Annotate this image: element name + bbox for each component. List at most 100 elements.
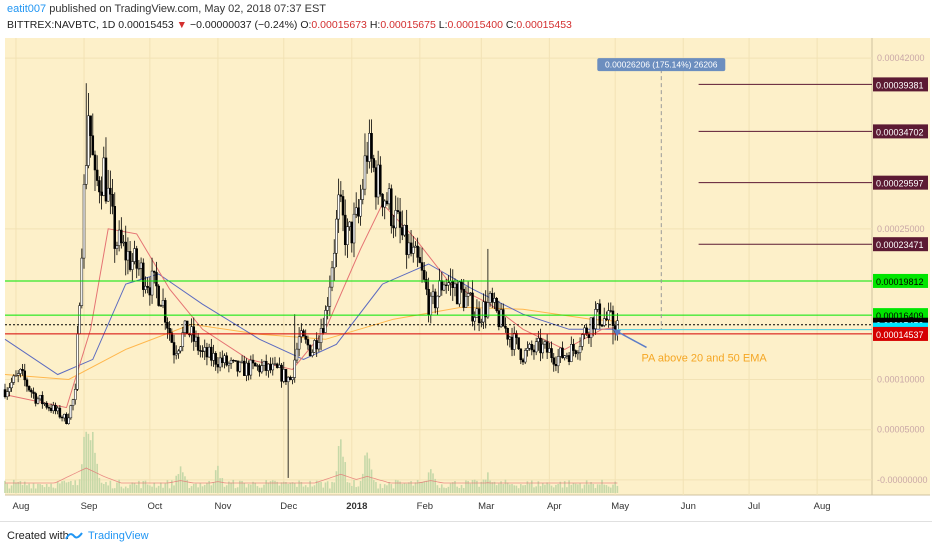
candle-body [177,350,180,354]
volume-bar [258,487,261,493]
volume-bar [8,488,11,493]
candle-body [19,369,22,374]
candle-body [545,341,549,353]
volume-bar [234,488,237,493]
candle-body [289,376,292,381]
volume-bar [386,485,388,493]
volume-bar [381,488,384,493]
candle-body [275,363,279,368]
candle-body [240,360,244,363]
candle-body [401,227,404,236]
volume-bar [67,481,70,493]
volume-bar [432,473,434,493]
annotation-text: PA above 20 and 50 EMA [642,352,768,364]
volume-bar [291,482,294,493]
candle-body [570,344,573,362]
candle-body [534,341,538,353]
y-tick-label: 0.00042000 [877,53,925,63]
created-with-text: Created with [7,530,69,542]
candle-body [249,359,253,376]
candle-body [477,308,481,324]
volume-bar [300,481,303,493]
volume-bar [135,484,138,493]
volume-bar [28,483,30,493]
candle-body [258,365,261,373]
volume-bar [515,485,518,493]
volume-bar [394,479,397,493]
candle-body [56,407,59,412]
volume-bar [561,487,564,493]
candle-body [52,404,55,411]
candle-body [23,370,27,381]
candle-body [124,241,127,261]
tradingview-brand-link[interactable]: TradingView [88,530,149,542]
volume-bar [482,479,485,493]
low-label: L: [438,19,448,31]
candle-body [589,317,593,338]
candle-body [126,251,130,261]
volume-bar [414,482,417,493]
y-tick-label: -0.00000000 [877,475,928,485]
volume-bar [247,483,250,493]
candle-body [139,262,143,269]
symbol-label[interactable]: BITTREX:NAVBTC, 1D [7,19,116,31]
volume-bar [425,480,428,493]
volume-bar [263,484,265,493]
volume-bar [489,480,491,493]
candle-body [379,164,382,195]
volume-bar [451,482,454,493]
measure-label-box [597,58,726,72]
volume-bar [81,464,83,493]
volume-bar [533,487,535,493]
candle-body [12,375,16,383]
candle-body [218,357,222,368]
volume-bar [223,486,226,493]
tradingview-logo-icon [65,532,83,540]
candle-body [264,360,268,371]
candle-body [63,413,66,419]
candle-body [317,342,321,350]
candle-body [315,340,318,350]
author-link[interactable]: eatit007 [7,3,47,15]
volume-bar [612,484,614,493]
candle-body [488,292,492,303]
volume-bar [206,482,208,493]
x-tick-label: Feb [417,501,433,512]
candle-body [611,310,615,326]
candle-body [27,386,31,391]
candle-body [14,375,18,377]
volume-bar [555,484,557,493]
candle-body [354,207,358,215]
candle-body [422,270,426,280]
candle-body [350,221,354,244]
candle-body [600,325,604,327]
volume-bar [537,481,540,493]
volume-bar [186,479,188,493]
candle-body [163,300,167,323]
volume-bar [557,484,559,493]
volume-bar [142,480,145,493]
candle-body [541,343,545,354]
candle-body [556,356,560,367]
candle-body [339,194,343,197]
candle-body [526,347,529,351]
volume-bar [74,480,77,493]
volume-bar [157,485,160,493]
candle-body [221,357,224,363]
volume-bar [102,483,105,493]
target-price-label: 0.00034702 [876,127,924,137]
x-tick-label: Aug [13,501,30,512]
candle-body [273,363,277,365]
volume-bar [190,486,193,493]
price-chart[interactable]: 0.000198120.000164090.000154530.00014965… [0,36,932,521]
volume-bar [307,487,309,493]
candle-body [578,346,582,353]
volume-bar [184,476,186,493]
candle-body [58,407,62,418]
volume-bar [41,485,44,493]
volume-bar [596,484,599,493]
volume-bar [225,485,228,493]
candle-body [43,402,46,405]
close-value: 0.00015453 [516,19,572,31]
x-tick-label: Jun [681,501,696,512]
